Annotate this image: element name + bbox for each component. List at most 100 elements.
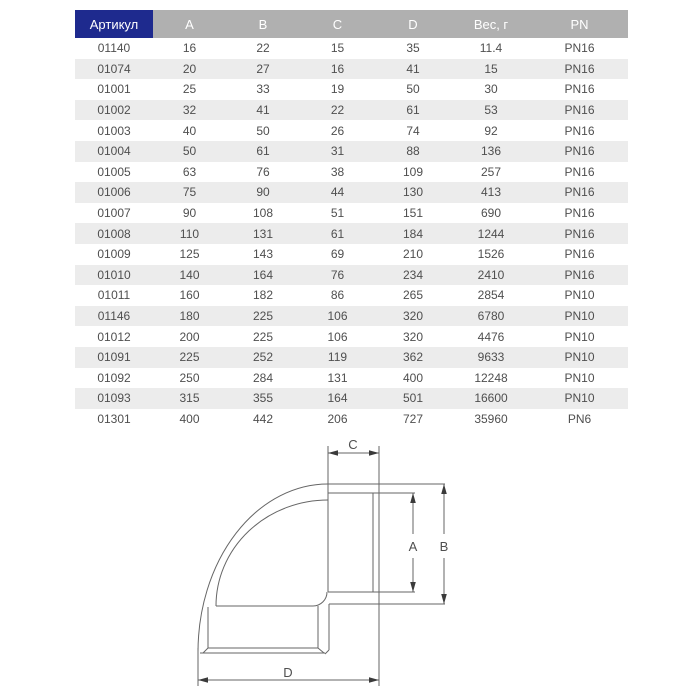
table-cell: PN16 xyxy=(564,61,595,76)
dim-label-d: D xyxy=(283,665,292,680)
table-cell: 131 xyxy=(252,226,274,241)
table-cell: 01010 xyxy=(97,267,131,282)
arrow-b-bottom xyxy=(441,594,447,604)
table-row: 01006 75 90 44 130 413 PN16 xyxy=(75,182,628,203)
table-cell: 01091 xyxy=(97,350,131,365)
table-cell: 136 xyxy=(480,144,502,159)
table-cell: 16600 xyxy=(474,391,508,406)
table-cell: 90 xyxy=(182,206,197,221)
table-row: 01301 400 442 206 727 35960 PN6 xyxy=(75,409,628,430)
table-cell: 16 xyxy=(182,41,197,56)
table-cell: 50 xyxy=(182,144,197,159)
table-cell: 164 xyxy=(252,267,274,282)
arrow-d-right xyxy=(369,677,379,683)
table-cell: 50 xyxy=(256,123,270,138)
table-cell: 11.4 xyxy=(479,41,503,56)
table-cell: PN16 xyxy=(564,164,595,179)
table-cell: 164 xyxy=(327,391,348,406)
column-header-a: A xyxy=(153,10,226,38)
table-cell: 210 xyxy=(402,247,424,262)
table-cell: 257 xyxy=(480,164,502,179)
table-cell: PN16 xyxy=(564,123,595,138)
table-cell: 88 xyxy=(406,144,420,159)
table-cell: PN16 xyxy=(564,247,595,262)
table-cell: 61 xyxy=(406,103,420,118)
table-cell: 01005 xyxy=(97,164,131,179)
table-row: 01004 50 61 31 88 136 PN16 xyxy=(75,140,628,162)
table-cell: 92 xyxy=(484,123,498,138)
table-row: 01091 225 252 119 362 9633 PN10 xyxy=(75,346,628,368)
table-cell: 20 xyxy=(182,61,197,76)
table-cell: 250 xyxy=(179,370,200,385)
table-cell: 01003 xyxy=(97,123,131,138)
table-cell: 15 xyxy=(330,41,345,56)
table-cell: 180 xyxy=(179,309,200,324)
arrow-d-left xyxy=(198,677,208,683)
dim-label-b: B xyxy=(440,539,449,554)
arrow-a-bottom xyxy=(410,582,416,592)
table-cell: 27 xyxy=(256,61,270,76)
table-cell: 16 xyxy=(330,61,345,76)
dim-label-a: A xyxy=(409,539,418,554)
table-cell: 119 xyxy=(327,350,348,365)
table-cell: 690 xyxy=(480,206,502,221)
table-cell: 35 xyxy=(406,41,420,56)
table-row: 01002 32 41 22 61 53 PN16 xyxy=(75,99,628,121)
table-cell: 74 xyxy=(406,123,420,138)
table-row: 01093 315 355 164 501 16600 PN10 xyxy=(75,388,628,409)
outer-body-arc xyxy=(197,483,329,653)
table-cell: PN16 xyxy=(564,267,595,282)
table-cell: 01001 xyxy=(97,82,131,97)
table-row: 01092 250 284 131 400 12248 PN10 xyxy=(75,368,628,389)
table-cell: 01002 xyxy=(97,103,131,118)
table-cell: 140 xyxy=(179,267,200,282)
table-cell: 44 xyxy=(330,185,345,200)
table-cell: 30 xyxy=(484,82,498,97)
table-cell: PN10 xyxy=(564,370,595,385)
table-cell: PN10 xyxy=(564,329,595,344)
table-row: 01012 200 225 106 320 4476 PN10 xyxy=(75,326,628,347)
table-cell: 75 xyxy=(182,185,197,200)
table-cell: 61 xyxy=(256,144,270,159)
table-cell: 206 xyxy=(327,411,348,426)
table-cell: 26 xyxy=(330,123,345,138)
table-cell: 284 xyxy=(252,370,274,385)
table-cell: 69 xyxy=(330,247,345,262)
table-body: 01140 16 22 15 35 11.4 PN16 01074 20 27 16 41 15 PN16… xyxy=(75,38,628,429)
table-cell: 90 xyxy=(256,185,270,200)
table-cell: 234 xyxy=(402,267,424,282)
table-cell: 53 xyxy=(484,103,498,118)
table-cell: PN6 xyxy=(567,411,592,426)
table-cell: PN10 xyxy=(564,309,595,324)
table-cell: 125 xyxy=(179,247,200,262)
table-cell: 61 xyxy=(330,226,345,241)
table-cell: 01006 xyxy=(97,185,131,200)
table-cell: 01092 xyxy=(97,370,131,385)
table-row: 01146 180 225 106 320 6780 PN10 xyxy=(75,305,628,327)
table-header-row: Артикул A B C D Вес, г PN xyxy=(75,10,628,38)
table-cell: PN16 xyxy=(564,185,595,200)
table-cell: 727 xyxy=(402,411,424,426)
table-cell: 106 xyxy=(327,329,348,344)
table-cell: 2854 xyxy=(477,288,505,303)
table-row: 01011 160 182 86 265 2854 PN10 xyxy=(75,285,628,306)
table-cell: 19 xyxy=(330,82,345,97)
inner-corner-fillet xyxy=(312,591,328,607)
table-cell: 01012 xyxy=(97,329,131,344)
table-cell: 225 xyxy=(252,309,274,324)
table-cell: 2410 xyxy=(477,267,505,282)
table-cell: PN16 xyxy=(564,144,595,159)
table-cell: 22 xyxy=(330,103,345,118)
table-cell: 225 xyxy=(252,329,274,344)
table-cell: 355 xyxy=(252,391,274,406)
table-cell: 130 xyxy=(402,185,424,200)
table-row: 01140 16 22 15 35 11.4 PN16 xyxy=(75,38,628,59)
table-cell: 12248 xyxy=(474,370,508,385)
arrow-b-top xyxy=(441,484,447,494)
table-cell: 41 xyxy=(406,61,420,76)
table-cell: 01007 xyxy=(97,206,131,221)
table-cell: 9633 xyxy=(477,350,505,365)
table-cell: PN10 xyxy=(564,350,595,365)
table-cell: 184 xyxy=(402,226,424,241)
table-cell: 151 xyxy=(402,206,424,221)
